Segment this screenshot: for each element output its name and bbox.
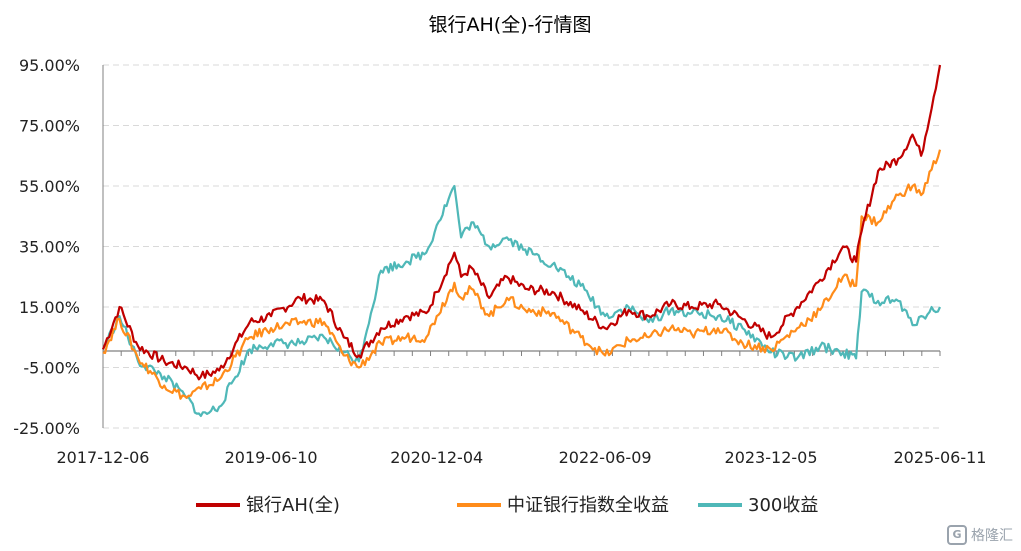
series-lines: [101, 64, 942, 417]
y-axis: 95.00% 75.00% 55.00% 35.00% 15.00% -5.00% -25.…: [13, 56, 104, 438]
y-tick-label: 75.00%: [19, 117, 80, 136]
legend: 银行AH(全) 中证银行指数全收益 300收益: [196, 495, 818, 516]
legend-label: 中证银行指数全收益: [507, 495, 669, 516]
y-tick-label: -25.00%: [13, 419, 80, 438]
legend-label: 300收益: [748, 495, 818, 516]
chart-title: 银行AH(全)-行情图: [429, 14, 592, 36]
watermark-text: 格隆汇: [971, 528, 1013, 544]
watermark-logo-icon: G: [947, 525, 967, 545]
x-tick-label: 2017-12-06: [57, 448, 150, 467]
y-tick-label: 95.00%: [19, 56, 80, 75]
x-tick-label: 2023-12-05: [725, 448, 818, 467]
x-tick-label: 2022-06-09: [559, 448, 652, 467]
series-line-0: [101, 64, 942, 381]
series-line-1: [102, 149, 942, 400]
y-tick-label: 15.00%: [19, 298, 80, 317]
legend-label: 银行AH(全): [246, 495, 340, 516]
x-tick-label: 2019-06-10: [225, 448, 318, 467]
x-tick-label: 2025-06-11: [894, 448, 987, 467]
x-axis: 2017-12-06 2019-06-10 2020-12-04 2022-06-09…: [57, 350, 987, 467]
watermark: G 格隆汇: [947, 525, 1013, 545]
series-line-2: [102, 184, 942, 417]
y-tick-label: 55.00%: [19, 177, 80, 196]
x-tick-label: 2020-12-04: [390, 448, 483, 467]
y-tick-label: 35.00%: [19, 238, 80, 257]
y-tick-label: -5.00%: [23, 359, 80, 378]
